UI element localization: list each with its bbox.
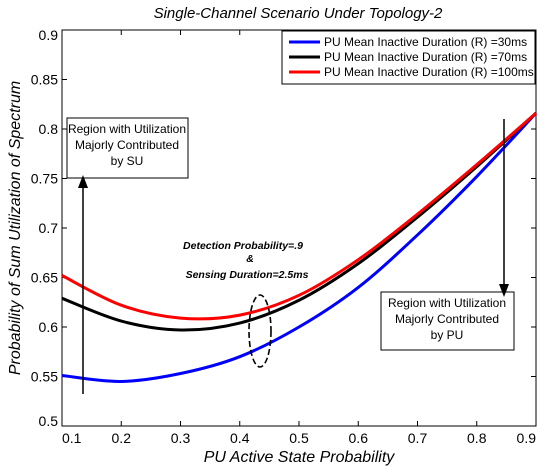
- annotation-pu-region: Region with Utilization Majorly Contribu…: [380, 119, 515, 351]
- y-tick-label: 0.5: [39, 413, 59, 429]
- annotation-su-line-3: by SU: [111, 154, 144, 168]
- annotation-su-arrowhead: [78, 175, 88, 188]
- chart-title: Single-Channel Scenario Under Topology-2: [154, 5, 443, 22]
- annotation-pu-line-1: Region with Utilization: [388, 296, 506, 310]
- x-tick-label: 0.7: [408, 430, 428, 446]
- y-axis-label: Probability of Sum Utilization of Spectr…: [7, 81, 24, 375]
- y-tick-label: 0.65: [31, 270, 58, 286]
- y-tick-label: 0.8: [39, 121, 59, 137]
- annotation-su-box: [66, 117, 189, 179]
- legend-label-3: PU Mean Inactive Duration (R) =100ms: [324, 65, 534, 79]
- annotation-pu-arrowhead: [499, 284, 509, 297]
- legend-box: [281, 30, 536, 85]
- y-tick-label: 0.9: [39, 27, 59, 43]
- y-tick-label: 0.7: [39, 220, 59, 236]
- plot-frame: [61, 29, 537, 427]
- annotation-pu-box: [380, 291, 515, 351]
- annotation-su-line-2: Majorly Contributed: [75, 138, 179, 152]
- y-tick-label: 0.55: [31, 369, 58, 385]
- x-tick-label: 0.3: [171, 430, 191, 446]
- series-lines: [61, 112, 538, 383]
- x-tick-label: 0.6: [349, 430, 369, 446]
- annotation-detection-line-1: Detection Probability=.9: [183, 240, 303, 252]
- legend-label-1: PU Mean Inactive Duration (R) =30ms: [324, 35, 527, 49]
- x-tick-label: 0.5: [289, 430, 309, 446]
- x-tick-label: 0.4: [230, 430, 250, 446]
- annotation-pu-line-3: by PU: [431, 328, 464, 342]
- x-axis-label: PU Active State Probability: [204, 449, 396, 466]
- annotation-detection-line-3: Sensing Duration=2.5ms: [186, 269, 309, 281]
- annotation-su-region: Region with Utilization Majorly Contribu…: [66, 117, 189, 394]
- x-tick-label: 0.9: [517, 430, 537, 446]
- series-line-3: [61, 112, 537, 321]
- legend: PU Mean Inactive Duration (R) =30ms PU M…: [281, 30, 536, 85]
- annotation-detection: Detection Probability=.9 & Sensing Durat…: [183, 240, 309, 368]
- series-line-1: [61, 112, 538, 383]
- annotation-detection-line-2: &: [246, 253, 254, 265]
- y-tick-label: 0.6: [39, 319, 59, 335]
- annotation-ellipse: [248, 294, 272, 368]
- x-tick-label: 0.2: [112, 430, 132, 446]
- axis-ticks: 0.1 0.2 0.3 0.4 0.5 0.6 0.7 0.8 0.9 0.5 0.55 0.6 0.6…: [31, 27, 537, 446]
- series-line-2: [61, 112, 538, 332]
- annotation-su-line-1: Region with Utilization: [68, 122, 186, 136]
- y-tick-label: 0.85: [31, 72, 58, 88]
- annotation-pu-line-2: Majorly Contributed: [395, 312, 499, 326]
- legend-label-2: PU Mean Inactive Duration (R) =70ms: [324, 50, 527, 64]
- x-tick-label: 0.1: [62, 430, 82, 446]
- x-tick-label: 0.8: [467, 430, 487, 446]
- y-tick-label: 0.75: [31, 171, 58, 187]
